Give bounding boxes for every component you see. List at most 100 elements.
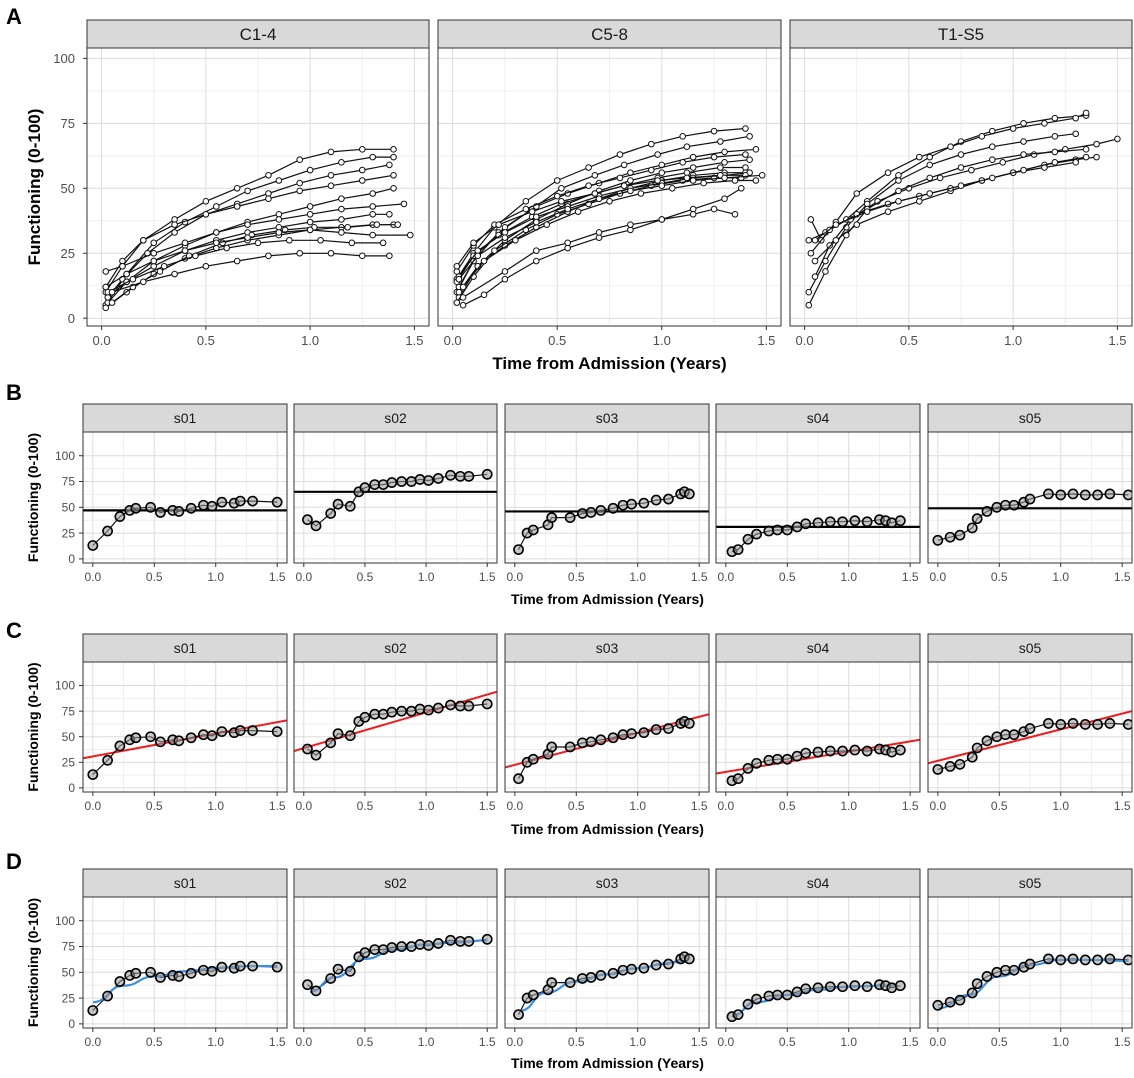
plot-border <box>82 896 288 1029</box>
data-point <box>988 143 996 151</box>
data-point <box>944 531 956 543</box>
data-point <box>731 210 739 218</box>
data-point <box>202 197 210 205</box>
facet-strip-label: s03 <box>596 410 619 426</box>
data-point <box>247 725 258 736</box>
data-point <box>432 473 444 484</box>
x-tick-label: 0.0 <box>796 333 814 348</box>
data-point <box>616 151 624 158</box>
data-point <box>971 513 983 525</box>
y-tick-label: 25 <box>62 756 76 770</box>
data-point <box>650 494 662 506</box>
data-point <box>338 205 345 213</box>
data-point <box>348 239 356 247</box>
data-point <box>338 195 345 202</box>
facet-strip <box>504 633 710 663</box>
data-point <box>683 488 695 500</box>
data-point <box>781 753 793 765</box>
data-point <box>102 304 110 312</box>
data-point <box>527 524 539 536</box>
facet-strip-label: s03 <box>596 640 619 656</box>
data-point <box>849 744 861 756</box>
data-point <box>683 953 695 965</box>
data-point <box>87 1005 99 1016</box>
data-point <box>811 273 819 280</box>
data-point <box>445 699 456 711</box>
y-tick-label: 25 <box>62 526 76 540</box>
x-tick-label: 1.0 <box>418 1035 435 1049</box>
data-point <box>1043 718 1054 729</box>
x-tick-label: 1.0 <box>207 799 224 813</box>
data-point <box>978 133 986 140</box>
facet-strip-label: s03 <box>596 875 619 891</box>
series-line <box>107 239 384 293</box>
y-tick-label: 100 <box>53 51 75 66</box>
x-tick-label: 0.0 <box>444 333 462 348</box>
facet-strip <box>82 403 288 433</box>
data-point <box>275 177 283 184</box>
x-tick-label: 0.5 <box>991 1035 1008 1049</box>
data-point <box>620 161 628 169</box>
data-point <box>234 960 246 972</box>
data-point <box>390 184 397 192</box>
facet-strip <box>504 403 710 433</box>
data-point <box>192 252 199 260</box>
data-point <box>396 476 408 487</box>
data-point <box>1030 151 1038 158</box>
data-point <box>895 187 902 195</box>
facet-strip <box>86 19 430 49</box>
data-point <box>689 164 697 171</box>
data-point <box>455 288 463 296</box>
data-point <box>338 216 345 223</box>
data-point <box>216 961 228 973</box>
data-point <box>650 724 662 735</box>
data-point <box>991 501 1003 513</box>
data-point <box>528 208 536 215</box>
data-point <box>481 698 493 710</box>
data-point <box>742 125 749 132</box>
data-point <box>369 231 376 239</box>
x-tick-label: 1.5 <box>1108 333 1126 348</box>
facet-s02: s02 0.0 0.5 1.0 1.5 <box>293 633 498 813</box>
plot-border <box>82 661 288 793</box>
data-point <box>558 197 565 205</box>
data-point <box>338 229 345 236</box>
facet-strip-label: s02 <box>384 410 407 426</box>
x-tick-label: 1.5 <box>479 799 496 813</box>
data-point <box>732 1009 744 1020</box>
data-point <box>247 495 258 507</box>
data-point <box>108 299 116 306</box>
data-point <box>812 982 824 994</box>
facet-s02: s02 0.0 0.5 1.0 1.5 <box>293 403 498 584</box>
facet-strip-label: T1-S5 <box>938 25 984 44</box>
data-point <box>546 512 558 524</box>
data-point <box>947 143 954 151</box>
data-point <box>627 187 634 195</box>
data-point <box>181 239 189 247</box>
plot-border <box>504 896 710 1029</box>
data-point <box>638 727 650 739</box>
facet-s04: s04 0.0 0.5 1.0 1.5 <box>715 868 921 1049</box>
data-point <box>265 172 272 179</box>
data-point <box>306 218 314 226</box>
data-point <box>626 498 637 510</box>
data-point <box>752 146 760 153</box>
data-point <box>564 512 576 524</box>
data-point <box>721 195 728 202</box>
data-point <box>1104 718 1116 729</box>
data-point <box>296 187 304 195</box>
data-point <box>577 508 588 519</box>
data-point <box>296 249 304 257</box>
data-point <box>358 252 366 260</box>
data-point <box>663 958 674 970</box>
data-point <box>861 981 873 993</box>
data-point <box>173 971 185 982</box>
data-point <box>944 761 956 772</box>
facet-strip-label: s01 <box>174 410 197 426</box>
data-point <box>386 942 398 953</box>
data-point <box>129 275 137 283</box>
y-tick-label: 50 <box>61 181 75 196</box>
x-tick-label: 1.5 <box>479 570 496 584</box>
data-point <box>512 236 519 244</box>
data-point <box>1020 138 1027 145</box>
